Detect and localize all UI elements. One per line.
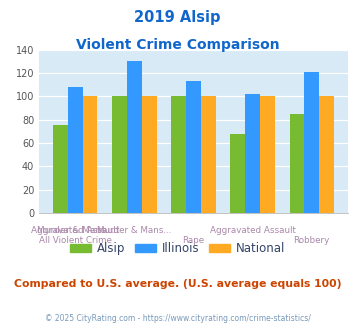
Legend: Alsip, Illinois, National: Alsip, Illinois, National — [65, 237, 290, 260]
Bar — [112, 96, 127, 213]
Text: Violent Crime Comparison: Violent Crime Comparison — [76, 38, 279, 52]
Text: Aggravated Assault: Aggravated Assault — [210, 226, 295, 235]
Bar — [260, 96, 275, 213]
Bar — [186, 81, 201, 213]
Text: Murder & Mans...: Murder & Mans... — [97, 226, 171, 235]
Bar — [201, 96, 215, 213]
Bar — [142, 96, 157, 213]
Bar — [319, 96, 334, 213]
Text: Rape: Rape — [182, 236, 204, 245]
Text: Robbery: Robbery — [294, 236, 330, 245]
Bar — [53, 125, 68, 213]
Bar — [171, 96, 186, 213]
Text: © 2025 CityRating.com - https://www.cityrating.com/crime-statistics/: © 2025 CityRating.com - https://www.city… — [45, 314, 310, 323]
Bar — [230, 134, 245, 213]
Bar — [304, 72, 319, 213]
Bar — [290, 114, 304, 213]
Bar — [245, 94, 260, 213]
Text: Aggravated Assault: Aggravated Assault — [31, 226, 120, 235]
Text: Compared to U.S. average. (U.S. average equals 100): Compared to U.S. average. (U.S. average … — [14, 279, 341, 289]
Text: 2019 Alsip: 2019 Alsip — [134, 10, 221, 25]
Bar — [83, 96, 97, 213]
Bar — [127, 61, 142, 213]
Bar — [68, 87, 83, 213]
Text: Murder & Mans...: Murder & Mans... — [37, 226, 114, 235]
Text: All Violent Crime: All Violent Crime — [39, 236, 112, 245]
